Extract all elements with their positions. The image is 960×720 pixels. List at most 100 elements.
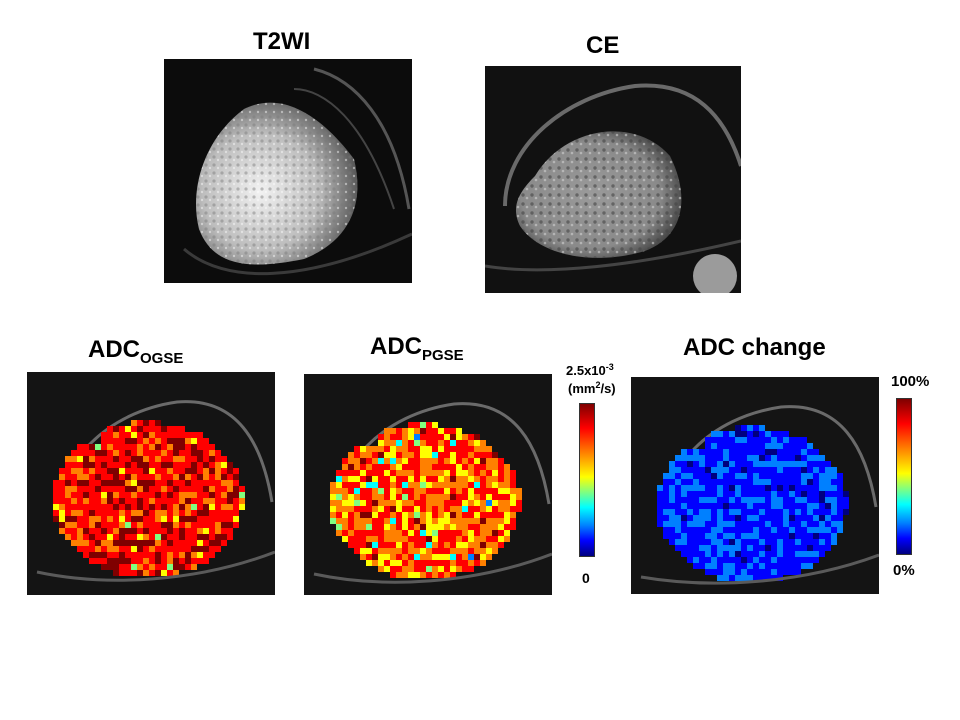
map-pixel <box>113 552 119 558</box>
map-pixel <box>167 444 173 450</box>
map-pixel <box>185 474 191 480</box>
map-pixel <box>209 462 215 468</box>
map-pixel <box>330 488 336 494</box>
map-pixel <box>807 461 813 467</box>
map-pixel <box>101 504 107 510</box>
map-pixel <box>444 572 450 578</box>
map-pixel <box>366 446 372 452</box>
map-pixel <box>125 444 131 450</box>
map-pixel <box>161 426 167 432</box>
map-pixel <box>125 438 131 444</box>
adc-scale-unit-prefix: (mm <box>568 381 596 396</box>
map-pixel <box>486 536 492 542</box>
map-pixel <box>729 551 735 557</box>
map-pixel <box>125 516 131 522</box>
map-pixel <box>420 554 426 560</box>
map-pixel <box>765 485 771 491</box>
map-pixel <box>462 530 468 536</box>
map-pixel <box>753 473 759 479</box>
map-pixel <box>209 498 215 504</box>
map-pixel <box>137 480 143 486</box>
map-pixel <box>705 545 711 551</box>
map-pixel <box>155 486 161 492</box>
map-pixel <box>372 506 378 512</box>
map-pixel <box>669 485 675 491</box>
map-pixel <box>408 458 414 464</box>
map-pixel <box>753 557 759 563</box>
map-pixel <box>360 470 366 476</box>
map-pixel <box>450 488 456 494</box>
map-pixel <box>408 494 414 500</box>
map-pixel <box>789 461 795 467</box>
map-pixel <box>831 503 837 509</box>
map-pixel <box>801 533 807 539</box>
map-pixel <box>378 446 384 452</box>
map-pixel <box>173 444 179 450</box>
map-pixel <box>753 503 759 509</box>
map-pixel <box>468 452 474 458</box>
map-pixel <box>197 432 203 438</box>
map-pixel <box>759 443 765 449</box>
map-pixel <box>366 464 372 470</box>
map-pixel <box>432 482 438 488</box>
map-pixel <box>741 539 747 545</box>
map-pixel <box>336 506 342 512</box>
change-scale-max-label: 100% <box>891 373 930 390</box>
map-pixel <box>765 479 771 485</box>
map-pixel <box>83 474 89 480</box>
map-pixel <box>681 521 687 527</box>
map-pixel <box>723 533 729 539</box>
map-pixel <box>723 473 729 479</box>
map-pixel <box>83 444 89 450</box>
map-pixel <box>149 462 155 468</box>
map-pixel <box>420 494 426 500</box>
map-pixel <box>777 497 783 503</box>
map-pixel <box>729 479 735 485</box>
map-pixel <box>384 560 390 566</box>
map-pixel <box>687 551 693 557</box>
map-pixel <box>675 533 681 539</box>
map-pixel <box>366 530 372 536</box>
map-pixel <box>59 498 65 504</box>
map-pixel <box>819 461 825 467</box>
map-pixel <box>414 512 420 518</box>
map-pixel <box>498 530 504 536</box>
map-pixel <box>77 504 83 510</box>
adc-scale-max-mantissa: 2.5x10 <box>566 363 606 378</box>
map-pixel <box>426 536 432 542</box>
map-pixel <box>789 479 795 485</box>
map-pixel <box>498 512 504 518</box>
map-pixel <box>95 504 101 510</box>
map-pixel <box>173 516 179 522</box>
map-pixel <box>795 473 801 479</box>
map-pixel <box>747 467 753 473</box>
map-pixel <box>89 534 95 540</box>
map-pixel <box>420 548 426 554</box>
map-pixel <box>173 552 179 558</box>
map-pixel <box>789 515 795 521</box>
map-pixel <box>119 510 125 516</box>
title-adc-ogse-subscript: OGSE <box>140 350 184 367</box>
map-pixel <box>747 443 753 449</box>
map-pixel <box>77 474 83 480</box>
map-pixel <box>657 509 663 515</box>
map-pixel <box>143 432 149 438</box>
map-pixel <box>336 494 342 500</box>
map-pixel <box>378 530 384 536</box>
map-pixel <box>408 542 414 548</box>
map-pixel <box>747 521 753 527</box>
map-pixel <box>444 524 450 530</box>
map-pixel <box>819 533 825 539</box>
map-pixel <box>143 504 149 510</box>
map-pixel <box>819 455 825 461</box>
map-pixel <box>89 552 95 558</box>
map-pixel <box>77 498 83 504</box>
map-pixel <box>378 536 384 542</box>
map-pixel <box>179 426 185 432</box>
map-pixel <box>807 509 813 515</box>
map-pixel <box>426 428 432 434</box>
map-pixel <box>185 552 191 558</box>
map-pixel <box>119 546 125 552</box>
map-pixel <box>669 497 675 503</box>
map-pixel <box>783 503 789 509</box>
